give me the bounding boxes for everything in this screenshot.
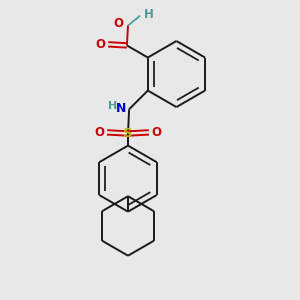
Text: N: N xyxy=(116,102,126,115)
Text: O: O xyxy=(114,17,124,30)
Text: H: H xyxy=(108,101,117,111)
Text: H: H xyxy=(143,8,153,21)
Text: O: O xyxy=(95,38,106,51)
Text: O: O xyxy=(94,126,104,139)
Text: O: O xyxy=(152,126,162,139)
Text: S: S xyxy=(123,127,133,140)
